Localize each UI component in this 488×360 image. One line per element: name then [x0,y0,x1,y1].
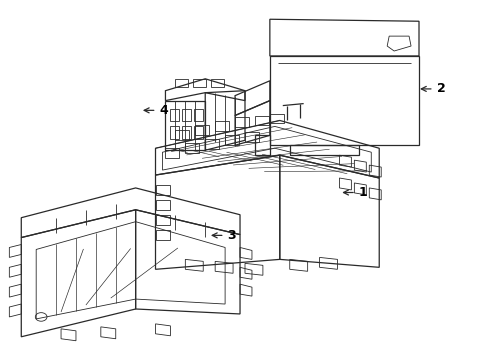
Text: 1: 1 [343,186,367,199]
Text: 4: 4 [144,104,168,117]
Text: 3: 3 [212,229,236,242]
Text: 2: 2 [421,82,445,95]
